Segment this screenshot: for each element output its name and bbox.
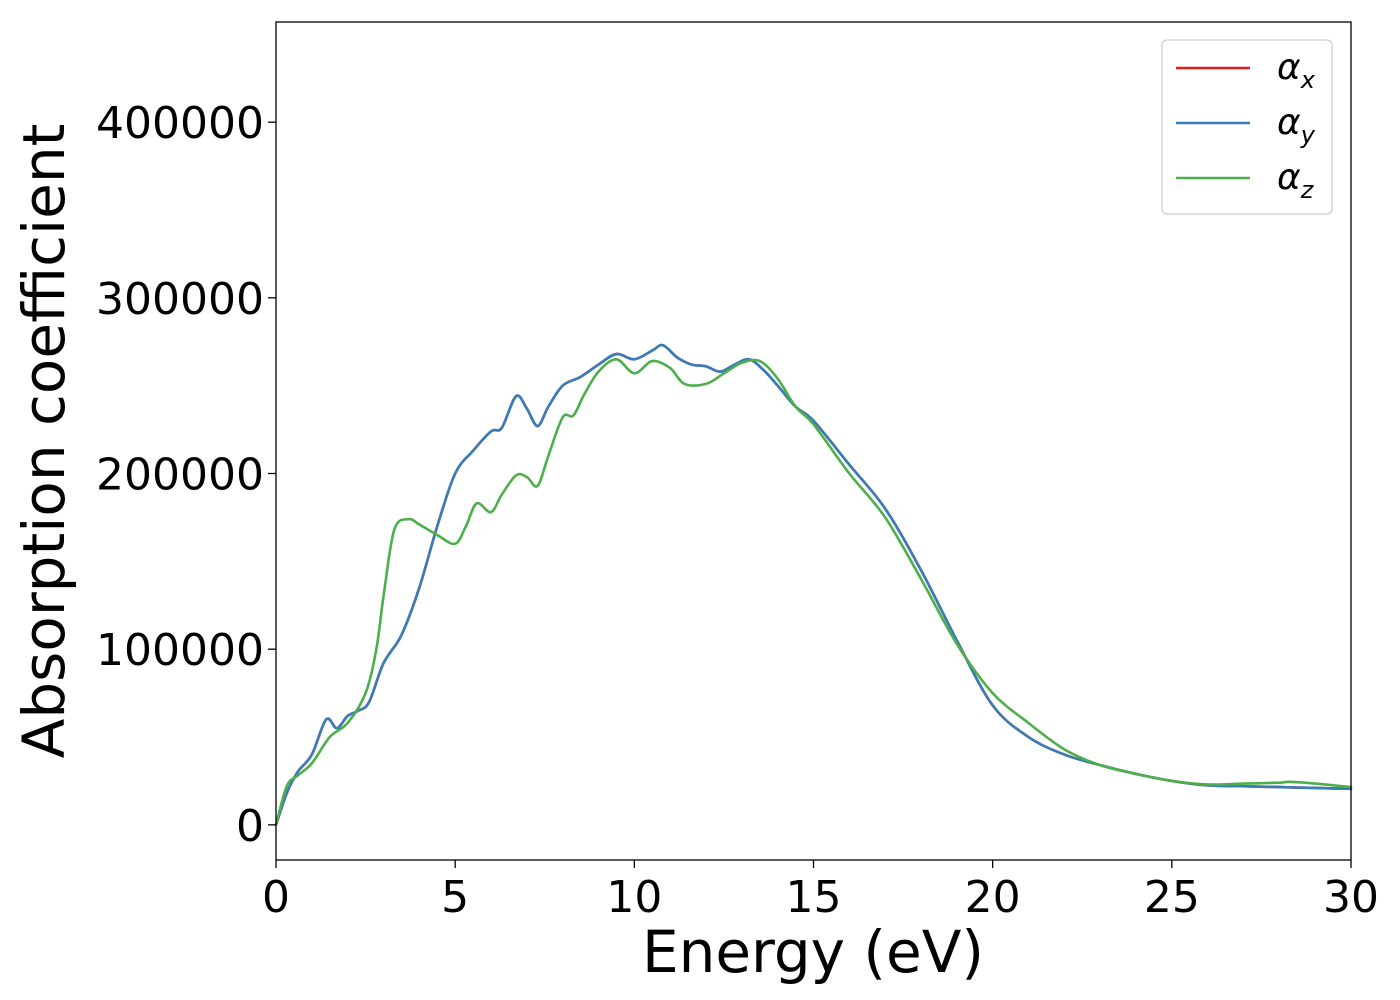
x-tick-label: 5 bbox=[441, 872, 469, 923]
legend-frame bbox=[1161, 39, 1333, 215]
x-tick-label: 0 bbox=[262, 872, 290, 923]
legend: αx αy αz bbox=[1161, 39, 1333, 215]
x-tick-label: 20 bbox=[965, 872, 1021, 923]
y-tick-label: 400000 bbox=[96, 98, 264, 149]
x-axis-ticks: 0 5 10 15 20 25 30 bbox=[262, 860, 1379, 923]
x-tick-label: 25 bbox=[1144, 872, 1200, 923]
legend-label-2: αy bbox=[1277, 102, 1316, 149]
series-layer bbox=[274, 343, 1353, 827]
x-tick-label: 30 bbox=[1323, 872, 1379, 923]
series-line-2 bbox=[274, 343, 1353, 827]
y-tick-label: 300000 bbox=[96, 274, 264, 325]
y-tick-label: 0 bbox=[236, 801, 264, 852]
x-tick-label: 10 bbox=[606, 872, 662, 923]
y-axis-ticks: 0 100000 200000 300000 400000 bbox=[96, 98, 276, 852]
y-tick-label: 100000 bbox=[96, 625, 264, 676]
legend-label-3: αz bbox=[1277, 157, 1315, 204]
y-tick-label: 200000 bbox=[96, 450, 264, 501]
legend-label-1: αx bbox=[1277, 47, 1316, 94]
x-tick-label: 15 bbox=[786, 872, 842, 923]
y-axis-label: Absorption coefficient bbox=[10, 124, 78, 759]
x-axis-label: Energy (eV) bbox=[642, 918, 984, 986]
series-line-3 bbox=[274, 358, 1353, 827]
